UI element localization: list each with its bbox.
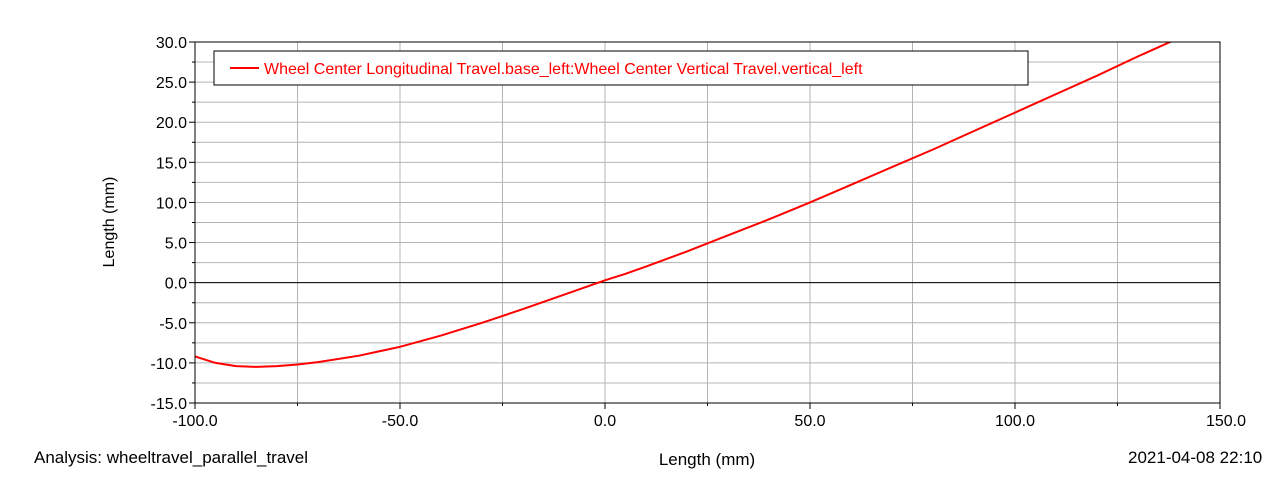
x-axis-title: Length (mm) (659, 450, 755, 469)
x-tick-label: -50.0 (382, 413, 419, 430)
grid (195, 42, 1220, 403)
x-tick-label: 100.0 (995, 413, 1035, 430)
x-tick-label: 150.0 (1206, 413, 1246, 430)
y-tick-label: 15.0 (156, 155, 187, 172)
y-tick-label: -5.0 (159, 316, 187, 333)
legend: Wheel Center Longitudinal Travel.base_le… (213, 50, 1029, 86)
x-tick-label: 50.0 (794, 413, 825, 430)
y-tick-label: 20.0 (156, 115, 187, 132)
legend-label: Wheel Center Longitudinal Travel.base_le… (264, 61, 863, 78)
x-tick-label: 0.0 (594, 413, 616, 430)
y-tick-label: 0.0 (165, 276, 187, 293)
tick-labels: 30.0 25.0 20.0 15.0 10.0 5.0 0.0 -5.0 -10.0 -15.0… (151, 35, 1247, 430)
ticks (189, 41, 1221, 409)
series-line (195, 42, 1173, 368)
y-axis-title: Length (mm) (101, 177, 118, 268)
y-tick-label: 25.0 (156, 75, 187, 92)
y-tick-label: 10.0 (156, 195, 187, 212)
series-layer (195, 42, 1173, 368)
timestamp: 2021-04-08 22:10 (1128, 448, 1263, 467)
legend-box (213, 50, 1029, 86)
x-tick-label: -100.0 (172, 413, 217, 430)
y-tick-label: 5.0 (165, 236, 187, 253)
y-tick-label: -10.0 (151, 356, 188, 373)
y-tick-label: -15.0 (151, 396, 188, 413)
analysis-label: Analysis: wheeltravel_parallel_travel (34, 448, 309, 467)
y-tick-label: 30.0 (156, 35, 187, 52)
